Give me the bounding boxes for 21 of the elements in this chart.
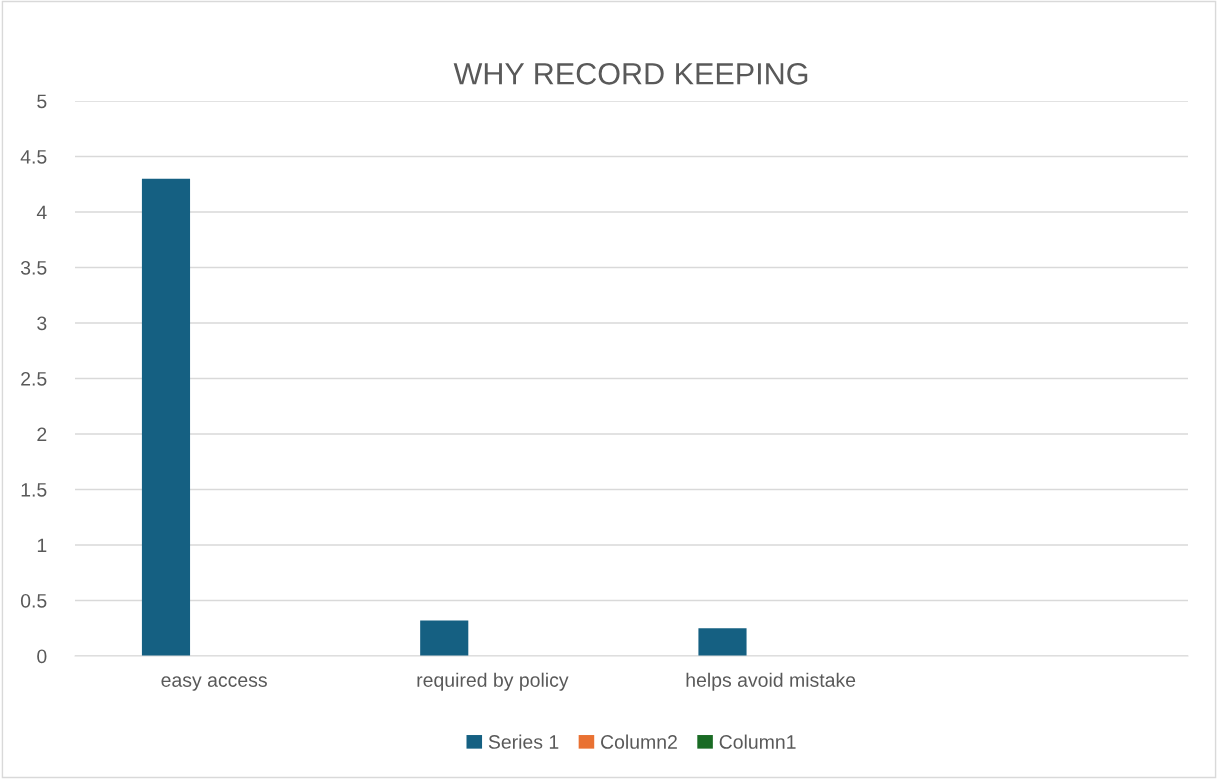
x-tick-label: helps avoid mistake xyxy=(686,672,856,691)
y-tick-label: 2 xyxy=(37,427,47,442)
y-tick-label: 5 xyxy=(37,94,47,109)
legend-label: Column2 xyxy=(601,734,677,749)
y-tick-label: 2.5 xyxy=(21,371,47,386)
chart-title: WHY RECORD KEEPING xyxy=(453,63,808,85)
legend-label: Series 1 xyxy=(488,734,559,749)
y-tick-label: 1.5 xyxy=(21,483,47,497)
x-tick-label: easy access xyxy=(161,676,267,691)
bar xyxy=(698,628,747,656)
bar xyxy=(420,620,469,656)
y-tick-label: 0 xyxy=(37,649,47,664)
y-tick-label: 4 xyxy=(36,205,47,220)
y-tick-label: 3.5 xyxy=(20,260,47,275)
y-tick-label: 0.5 xyxy=(20,593,47,608)
legend-label: Column1 xyxy=(719,734,796,749)
y-tick-label: 1 xyxy=(37,538,47,553)
y-tick-label: 3 xyxy=(37,316,47,331)
bar xyxy=(141,178,191,656)
x-tick-label: required by policy xyxy=(417,672,569,691)
y-tick-label: 4.5 xyxy=(20,150,47,164)
